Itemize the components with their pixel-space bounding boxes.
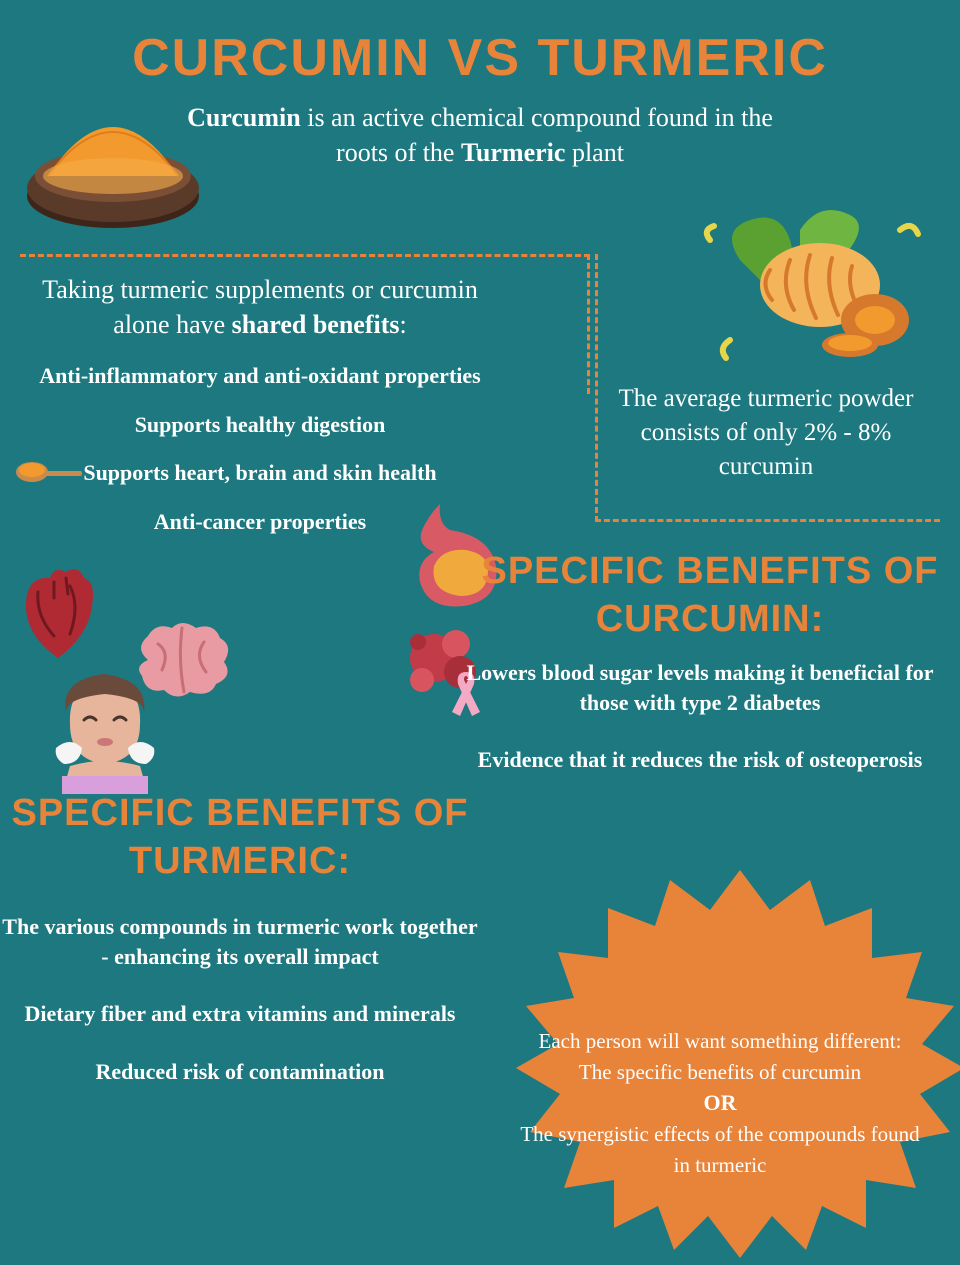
shared-head-bold: shared benefits: [232, 310, 400, 339]
turmeric-bowl-icon: [18, 88, 208, 243]
spoon-icon: [14, 458, 84, 497]
face-skincare-icon: [40, 664, 170, 799]
starburst-line1: Each person will want something differen…: [539, 1029, 902, 1053]
shared-benefits-head: Taking turmeric supplements or curcumin …: [30, 272, 490, 342]
turmeric-item-1: Dietary fiber and extra vitamins and min…: [0, 999, 480, 1029]
shared-item-1: Supports healthy digestion: [30, 411, 490, 440]
intro-bold-turmeric: Turmeric: [461, 138, 565, 167]
curcumin-item-1: Evidence that it reduces the risk of ost…: [460, 745, 940, 775]
turmeric-benefits-heading: SPECIFIC BENEFITS OF TURMERIC:: [10, 790, 470, 885]
turmeric-benefits-list: The various compounds in turmeric work t…: [0, 912, 480, 1115]
turmeric-item-2: Reduced risk of contamination: [0, 1057, 480, 1087]
starburst-or: OR: [704, 1090, 737, 1115]
curcumin-benefits-list: Lowers blood sugar levels making it bene…: [460, 658, 940, 803]
intro-text: Curcumin is an active chemical compound …: [180, 100, 780, 170]
starburst-line3: The synergistic effects of the compounds…: [520, 1122, 919, 1176]
powder-percentage-note: The average turmeric powder consists of …: [606, 382, 926, 483]
heart-icon: [14, 562, 100, 667]
turmeric-item-0: The various compounds in turmeric work t…: [0, 912, 480, 971]
page-title: CURCUMIN VS TURMERIC: [0, 0, 960, 88]
curcumin-item-0: Lowers blood sugar levels making it bene…: [460, 658, 940, 717]
shared-item-0: Anti-inflammatory and anti-oxidant prope…: [30, 362, 490, 391]
shared-item-2: Supports heart, brain and skin health: [30, 459, 490, 488]
curcumin-benefits-heading: SPECIFIC BENEFITS OF CURCUMIN:: [480, 548, 940, 643]
shared-head-post: :: [399, 310, 406, 339]
intro-tail: plant: [565, 138, 624, 167]
starburst-line2: The specific benefits of curcumin: [579, 1060, 861, 1084]
starburst-text: Each person will want something differen…: [520, 1026, 920, 1180]
